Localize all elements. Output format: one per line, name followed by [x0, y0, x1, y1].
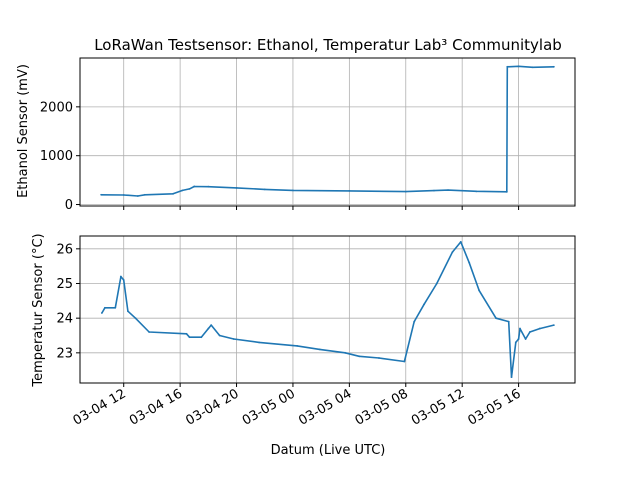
data-point [292, 189, 294, 192]
y-tick-label: 2000 [40, 100, 73, 115]
temperature-ylabel: Temperatur Sensor (°C) [31, 233, 46, 387]
axes-frame [79, 235, 576, 384]
data-point [433, 189, 435, 192]
data-point [100, 193, 103, 196]
data-point [475, 190, 478, 193]
data-point [524, 338, 527, 340]
y-tick-label: 1000 [40, 149, 73, 164]
y-tick-label: 26 [56, 242, 73, 257]
data-point [200, 336, 203, 339]
data-point [510, 376, 513, 379]
data-point [207, 185, 210, 188]
data-point [403, 360, 406, 363]
data-point [519, 327, 521, 330]
data-point [235, 187, 238, 189]
data-point [506, 65, 509, 68]
data-point [263, 188, 266, 191]
data-point [495, 317, 497, 320]
data-point [218, 334, 221, 337]
data-point [507, 320, 510, 323]
data-point [172, 192, 174, 195]
data-point [296, 345, 299, 347]
x-axis-label: Datum (Live UTC) [271, 443, 386, 458]
data-point [232, 338, 235, 340]
data-point [404, 190, 407, 193]
data-point [423, 303, 426, 306]
y-tick-label: 24 [56, 312, 73, 327]
data-point [136, 195, 139, 197]
data-point [185, 332, 188, 335]
data-point [148, 331, 151, 333]
data-point [318, 348, 321, 351]
data-point [188, 188, 191, 190]
data-point [552, 65, 555, 68]
data-point [451, 251, 454, 254]
axes-frame [79, 57, 576, 207]
data-point [528, 331, 531, 333]
data-point [478, 289, 481, 292]
data-point [127, 310, 129, 313]
y-tick-label: 23 [56, 346, 73, 361]
data-point [104, 306, 106, 309]
data-point [258, 341, 261, 344]
data-point [344, 351, 347, 354]
ethanol-ylabel: Ethanol Sensor (mV) [16, 64, 31, 198]
data-point [358, 355, 361, 358]
data-point [193, 185, 196, 188]
data-point [447, 189, 449, 192]
data-point [207, 327, 210, 330]
series-line-ethanol [101, 65, 554, 197]
data-point [114, 306, 117, 309]
data-point [413, 320, 416, 323]
chart-title: LoRaWan Testsensor: Ethanol, Temperatur … [94, 36, 562, 54]
data-point [348, 189, 351, 192]
data-point [552, 324, 555, 327]
ethanol-axes: 0 1000 2000 [40, 57, 576, 213]
data-point [122, 279, 125, 281]
data-point [505, 190, 508, 193]
data-point [459, 240, 462, 243]
y-tick-label: 0 [65, 198, 73, 213]
data-point [119, 275, 122, 278]
data-point [435, 282, 438, 285]
data-point [100, 312, 103, 314]
data-point [210, 324, 213, 327]
data-point [181, 189, 184, 192]
y-tick-label: 25 [56, 277, 73, 292]
data-point [531, 66, 534, 69]
data-point [143, 193, 146, 196]
data-point [468, 261, 471, 264]
data-point [122, 194, 125, 196]
data-point [134, 317, 137, 320]
data-point [538, 327, 541, 330]
data-point [188, 336, 191, 339]
data-point [517, 65, 520, 68]
data-point [517, 338, 520, 340]
data-point [514, 341, 517, 344]
data-point [378, 357, 380, 359]
